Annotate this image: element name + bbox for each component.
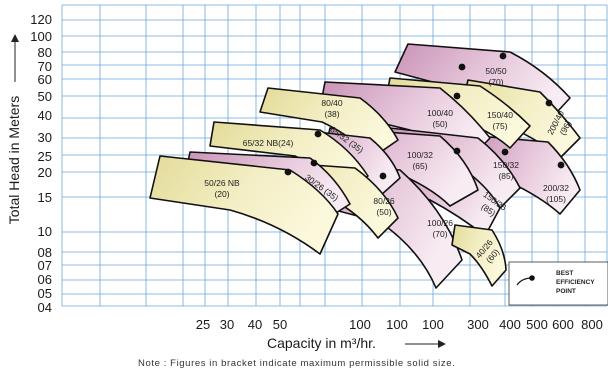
pump-solid-size: (50) — [432, 119, 447, 129]
pump-solid-size: (50) — [376, 207, 391, 217]
best-efficiency-point — [310, 159, 318, 167]
best-efficiency-point — [453, 92, 461, 100]
y-tick-label: 20 — [38, 165, 52, 180]
pump-label-group: 50/50(70) — [485, 66, 507, 87]
pump-label: 80/26 — [373, 196, 395, 206]
x-axis-label: Capacity in m³/hr. — [267, 335, 376, 351]
x-tick-label: 600 — [552, 317, 574, 332]
pump-solid-size: (85) — [498, 171, 513, 181]
y-tick-label: 04 — [38, 300, 52, 315]
pump-label: 50/26 NB — [204, 178, 240, 188]
pump-label: 150/32 — [493, 160, 519, 170]
pump-solid-size: (38) — [324, 109, 339, 119]
y-tick-label: 05 — [38, 286, 52, 301]
y-tick-label: 50 — [38, 89, 52, 104]
best-efficiency-point — [458, 63, 466, 71]
legend: BEST EFFICIENCY POINT — [508, 261, 608, 306]
pump-label-group: 65/32 NB(24) — [243, 138, 294, 148]
y-tick-label: 08 — [38, 245, 52, 260]
pump-solid-size: (70) — [488, 77, 503, 87]
x-tick-label: 30 — [220, 317, 234, 332]
pump-label: 100/40 — [427, 108, 453, 118]
y-tick-label: 60 — [38, 72, 52, 87]
x-tick-label: 500 — [526, 317, 548, 332]
y-axis-arrowhead — [11, 34, 19, 42]
x-tick-labels: 25 30 40 50 100 100 100 300 400 500 600 800 — [196, 317, 603, 332]
pump-label: 65/32 NB(24) — [243, 138, 294, 148]
x-tick-label: 300 — [467, 317, 489, 332]
x-tick-label: 100 — [422, 317, 444, 332]
x-tick-label: 25 — [196, 317, 210, 332]
y-tick-label: 40 — [38, 108, 52, 123]
x-tick-label: 800 — [581, 317, 603, 332]
y-tick-label: 70 — [38, 59, 52, 74]
legend-point — [529, 275, 535, 281]
y-tick-label: 120 — [30, 12, 52, 27]
legend-box — [508, 261, 608, 306]
pump-label-group: 150/32(85) — [493, 160, 519, 181]
region-40-26 — [451, 224, 507, 287]
best-efficiency-point — [545, 99, 553, 107]
x-tick-label: 100 — [386, 317, 408, 332]
y-tick-label: 06 — [38, 272, 52, 287]
pump-label-group: 80/40(38) — [321, 98, 343, 119]
legend-text-2: EFFICIENCY — [556, 279, 595, 286]
pump-label-group: 80/26(50) — [373, 196, 395, 217]
pump-solid-size: (75) — [492, 121, 507, 131]
pump-regions — [149, 43, 581, 289]
pump-label-group: 200/32(105) — [543, 183, 569, 204]
best-efficiency-point — [557, 161, 565, 169]
legend-text-3: POINT — [556, 288, 576, 295]
y-tick-label: 10 — [38, 224, 52, 239]
pump-label: 100/26 — [427, 218, 453, 228]
y-tick-label: 07 — [38, 258, 52, 273]
pump-solid-size: (105) — [546, 194, 566, 204]
y-axis-label: Total Head in Meters — [6, 96, 22, 224]
pump-label-group: 100/40(50) — [427, 108, 453, 129]
y-tick-label: 25 — [38, 149, 52, 164]
x-tick-label: 100 — [349, 317, 371, 332]
y-tick-label: 30 — [38, 130, 52, 145]
legend-text-1: BEST — [556, 270, 573, 277]
pump-label-group: 100/26(70) — [427, 218, 453, 239]
best-efficiency-point — [501, 148, 509, 156]
pump-label: 100/32 — [407, 150, 433, 160]
x-tick-label: 40 — [248, 317, 262, 332]
best-efficiency-point — [314, 130, 322, 138]
chart-note: Note : Figures in bracket indicate maxim… — [138, 358, 455, 369]
pump-label-group: 100/32(65) — [407, 150, 433, 171]
pump-label: 80/40 — [321, 98, 343, 108]
pump-label-group: 50/26 NB(20) — [204, 178, 240, 199]
best-efficiency-points — [284, 52, 565, 180]
best-efficiency-point — [453, 147, 461, 155]
best-efficiency-point — [284, 168, 292, 176]
pump-label: 200/32 — [543, 183, 569, 193]
x-axis-arrowhead — [438, 340, 446, 348]
pump-solid-size: (65) — [412, 161, 427, 171]
pump-solid-size: (70) — [432, 229, 447, 239]
pump-label-group: 150/40(75) — [487, 110, 513, 131]
pump-label: 150/40 — [487, 110, 513, 120]
best-efficiency-point — [499, 52, 507, 60]
y-tick-label: 80 — [38, 45, 52, 60]
y-tick-label: 100 — [30, 29, 52, 44]
x-tick-label: 400 — [499, 317, 521, 332]
pump-solid-size: (20) — [214, 189, 229, 199]
best-efficiency-point — [379, 172, 387, 180]
region-50-26-nb — [149, 155, 339, 255]
x-tick-label: 50 — [273, 317, 287, 332]
y-tick-label: 15 — [38, 190, 52, 205]
pump-label: 50/50 — [485, 66, 507, 76]
